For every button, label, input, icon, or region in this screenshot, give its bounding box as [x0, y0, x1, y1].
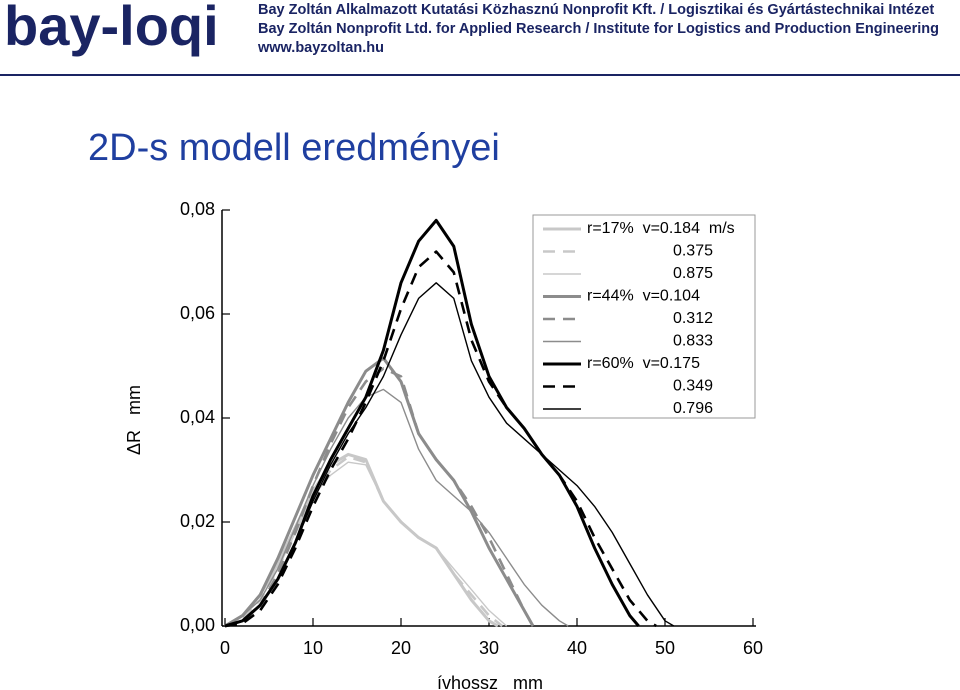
- y-tick-label: 0,02: [180, 511, 215, 531]
- legend-label: 0.833: [673, 333, 713, 350]
- legend-label: r=17% v=0.184 m/s: [587, 220, 735, 237]
- series-line: [224, 388, 569, 627]
- logo: bay-loqi: [4, 0, 219, 57]
- legend-label: 0.375: [673, 243, 713, 260]
- y-tick-label: 0,08: [180, 199, 215, 219]
- y-axis-label: ΔR mm: [124, 385, 144, 455]
- legend-label: 0.796: [673, 400, 713, 417]
- legend-label: 0.312: [673, 310, 713, 327]
- header-line: Bay Zoltán Alkalmazott Kutatási Közhaszn…: [258, 2, 934, 18]
- y-tick-label: 0,04: [180, 407, 215, 427]
- x-tick-label: 60: [743, 638, 763, 658]
- x-tick-label: 40: [567, 638, 587, 658]
- series-line: [224, 250, 657, 628]
- slide-title: 2D-s modell eredményei: [88, 127, 500, 169]
- legend-label: r=44% v=0.104: [587, 288, 700, 305]
- legend-label: r=60% v=0.175: [587, 355, 700, 372]
- y-tick-label: 0,06: [180, 303, 215, 323]
- x-tick-label: 10: [303, 638, 323, 658]
- legend-box: [532, 214, 756, 419]
- header-line: Bay Zoltán Nonprofit Ltd. for Applied Re…: [258, 21, 939, 37]
- legend-label: 0.875: [673, 265, 713, 282]
- series-line: [224, 461, 508, 627]
- header-line: www.bayzoltan.hu: [257, 40, 384, 56]
- x-tick-label: 30: [479, 638, 499, 658]
- x-tick-label: 20: [391, 638, 411, 658]
- y-tick-label: 0,00: [180, 615, 215, 635]
- series-line: [224, 282, 675, 627]
- legend-label: 0.349: [673, 378, 713, 395]
- series-line: [224, 367, 535, 628]
- x-tick-label: 50: [655, 638, 675, 658]
- x-axis-label: ívhossz mm: [437, 673, 543, 690]
- x-tick-label: 0: [220, 638, 230, 658]
